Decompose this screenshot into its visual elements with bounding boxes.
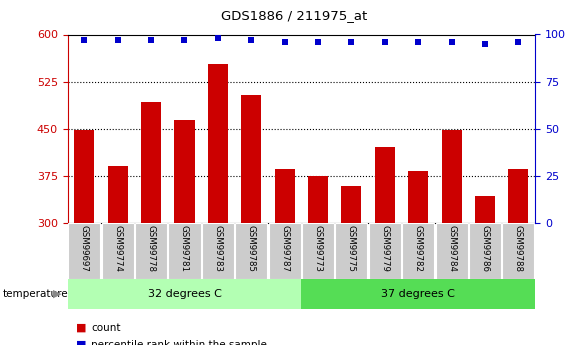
Bar — [275, 169, 295, 223]
Bar — [335, 223, 368, 279]
Bar — [436, 223, 467, 279]
Bar — [342, 186, 362, 223]
Bar — [302, 223, 334, 279]
Bar — [375, 147, 395, 223]
Bar — [502, 223, 534, 279]
Point — [514, 39, 523, 45]
Point — [413, 39, 423, 45]
Point — [313, 39, 323, 45]
Point — [280, 39, 289, 45]
Bar — [269, 223, 300, 279]
Bar — [509, 169, 529, 223]
Point — [213, 36, 223, 41]
Bar — [475, 196, 495, 223]
Bar — [402, 223, 435, 279]
Text: GSM99697: GSM99697 — [80, 225, 89, 272]
Text: GSM99785: GSM99785 — [247, 225, 256, 272]
Text: GSM99779: GSM99779 — [380, 225, 389, 272]
Text: GSM99774: GSM99774 — [113, 225, 122, 272]
Text: GSM99787: GSM99787 — [280, 225, 289, 272]
Point — [113, 37, 122, 43]
Bar — [108, 166, 128, 223]
Text: ■: ■ — [76, 340, 87, 345]
Text: GSM99781: GSM99781 — [180, 225, 189, 272]
Point — [347, 39, 356, 45]
Bar — [135, 223, 167, 279]
Bar — [442, 130, 462, 223]
Text: GDS1886 / 211975_at: GDS1886 / 211975_at — [221, 9, 367, 22]
Point — [146, 37, 156, 43]
Text: percentile rank within the sample: percentile rank within the sample — [91, 340, 267, 345]
Text: GSM99784: GSM99784 — [447, 225, 456, 272]
Bar — [168, 223, 201, 279]
Bar — [302, 279, 535, 309]
Text: GSM99775: GSM99775 — [347, 225, 356, 272]
Text: GSM99773: GSM99773 — [313, 225, 323, 272]
Point — [447, 39, 456, 45]
Point — [246, 37, 256, 43]
Text: temperature: temperature — [3, 289, 69, 299]
Text: GSM99782: GSM99782 — [414, 225, 423, 272]
Bar — [102, 223, 133, 279]
Point — [380, 39, 389, 45]
Text: GSM99786: GSM99786 — [480, 225, 489, 272]
Text: 37 degrees C: 37 degrees C — [381, 289, 455, 299]
Text: GSM99778: GSM99778 — [146, 225, 156, 272]
Bar — [235, 223, 268, 279]
Bar — [74, 130, 94, 223]
Point — [79, 37, 89, 43]
Bar — [68, 223, 101, 279]
Text: GSM99783: GSM99783 — [213, 225, 222, 272]
Text: 32 degrees C: 32 degrees C — [148, 289, 222, 299]
Bar — [308, 176, 328, 223]
Bar — [202, 223, 234, 279]
Text: ▶: ▶ — [53, 289, 61, 299]
Bar — [408, 170, 428, 223]
Point — [480, 41, 490, 47]
Bar — [469, 223, 501, 279]
Text: count: count — [91, 323, 121, 333]
Bar — [208, 64, 228, 223]
Bar — [68, 279, 302, 309]
Text: GSM99788: GSM99788 — [514, 225, 523, 272]
Point — [180, 37, 189, 43]
Bar — [175, 120, 195, 223]
Bar — [141, 102, 161, 223]
Bar — [241, 95, 261, 223]
Bar — [369, 223, 401, 279]
Text: ■: ■ — [76, 323, 87, 333]
